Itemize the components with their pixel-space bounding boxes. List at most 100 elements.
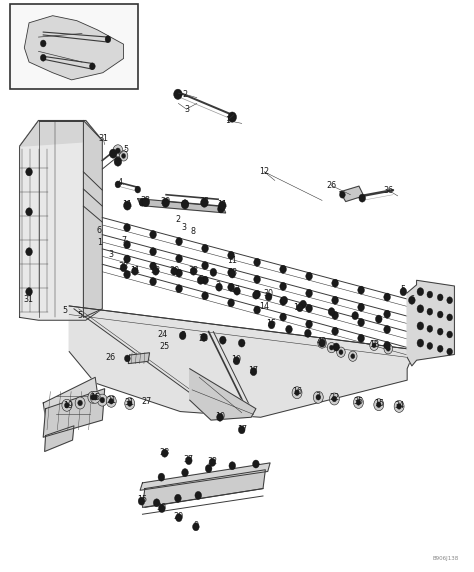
Circle shape — [358, 303, 365, 311]
Text: 31: 31 — [125, 398, 135, 407]
Circle shape — [106, 395, 116, 407]
Circle shape — [26, 288, 32, 296]
Circle shape — [376, 402, 381, 407]
Circle shape — [173, 89, 182, 100]
Text: 12: 12 — [259, 168, 270, 176]
Circle shape — [161, 449, 168, 457]
Circle shape — [90, 63, 95, 70]
Circle shape — [316, 395, 320, 400]
Text: 20: 20 — [161, 197, 171, 206]
Circle shape — [374, 399, 384, 411]
Text: 38: 38 — [151, 265, 161, 275]
Circle shape — [384, 325, 391, 333]
Text: 35: 35 — [354, 397, 364, 406]
Text: 21: 21 — [106, 396, 116, 404]
Circle shape — [427, 325, 433, 332]
Circle shape — [26, 248, 32, 256]
Circle shape — [115, 181, 121, 188]
Circle shape — [181, 200, 189, 209]
Circle shape — [158, 505, 165, 513]
Circle shape — [150, 277, 156, 285]
Text: 10: 10 — [215, 412, 225, 421]
Circle shape — [125, 355, 130, 362]
Circle shape — [135, 186, 141, 193]
Circle shape — [109, 399, 114, 404]
Text: 16: 16 — [292, 387, 302, 396]
Circle shape — [268, 321, 275, 329]
Circle shape — [210, 268, 217, 276]
Circle shape — [254, 259, 260, 267]
Text: 38: 38 — [189, 265, 199, 275]
Circle shape — [122, 153, 126, 158]
Polygon shape — [143, 470, 265, 507]
Polygon shape — [138, 198, 226, 213]
Polygon shape — [190, 369, 256, 420]
Circle shape — [201, 333, 207, 341]
Text: 5: 5 — [63, 306, 67, 315]
Circle shape — [327, 343, 336, 353]
Text: 17: 17 — [237, 425, 247, 434]
Circle shape — [190, 267, 197, 275]
Circle shape — [209, 458, 216, 466]
Circle shape — [447, 348, 453, 355]
Circle shape — [333, 343, 339, 351]
Circle shape — [384, 344, 392, 354]
Text: 38: 38 — [118, 262, 128, 271]
Text: 20: 20 — [169, 265, 179, 275]
Circle shape — [88, 391, 98, 403]
Text: 10: 10 — [231, 355, 242, 364]
Text: 31: 31 — [98, 134, 108, 143]
Circle shape — [306, 272, 312, 280]
Circle shape — [202, 276, 209, 284]
Circle shape — [332, 311, 338, 319]
Circle shape — [182, 468, 188, 476]
Polygon shape — [43, 389, 105, 437]
Circle shape — [153, 267, 159, 275]
Text: 19: 19 — [63, 401, 73, 410]
Text: 27: 27 — [141, 397, 151, 406]
Text: B906J138: B906J138 — [433, 556, 459, 561]
Circle shape — [202, 244, 209, 252]
Circle shape — [195, 491, 201, 499]
Text: 8: 8 — [190, 227, 195, 236]
Polygon shape — [19, 121, 102, 320]
Circle shape — [218, 205, 224, 213]
Circle shape — [417, 322, 424, 330]
Circle shape — [438, 311, 443, 318]
Circle shape — [397, 404, 401, 409]
Circle shape — [124, 201, 131, 210]
Text: 15: 15 — [293, 303, 303, 312]
Text: 8: 8 — [198, 275, 203, 284]
Text: 9: 9 — [180, 331, 185, 340]
Circle shape — [233, 357, 240, 365]
Circle shape — [254, 276, 260, 284]
Circle shape — [228, 283, 234, 291]
Circle shape — [447, 314, 453, 321]
Circle shape — [176, 269, 182, 277]
Circle shape — [124, 271, 130, 279]
Text: 7: 7 — [121, 236, 127, 245]
Text: 17: 17 — [248, 366, 259, 375]
Text: 6: 6 — [97, 226, 101, 235]
Text: 24: 24 — [158, 330, 168, 339]
Circle shape — [351, 354, 355, 359]
Circle shape — [337, 347, 345, 358]
Circle shape — [40, 40, 46, 47]
Circle shape — [124, 241, 130, 249]
Circle shape — [105, 36, 111, 43]
Circle shape — [97, 394, 107, 406]
Circle shape — [409, 296, 415, 304]
Bar — [10, 3, 138, 89]
Circle shape — [280, 283, 286, 291]
Circle shape — [400, 288, 407, 296]
Circle shape — [358, 319, 365, 327]
Circle shape — [174, 494, 181, 502]
Circle shape — [100, 398, 105, 403]
Circle shape — [372, 343, 376, 348]
Circle shape — [320, 341, 324, 345]
Circle shape — [306, 304, 312, 312]
Circle shape — [384, 310, 391, 318]
Polygon shape — [24, 15, 124, 80]
Circle shape — [234, 287, 240, 295]
Circle shape — [78, 400, 82, 406]
